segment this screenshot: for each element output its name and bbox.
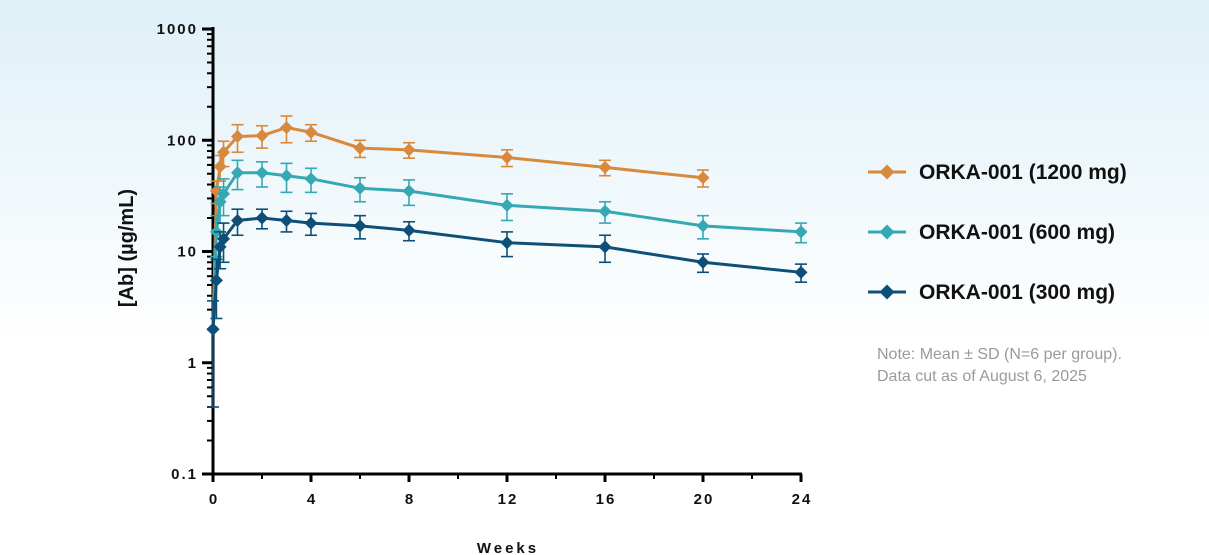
chart-note: Note: Mean ± SD (N=6 per group). Data cu… [877, 344, 1122, 388]
x-tick-label: 0 [209, 491, 219, 508]
x-tick-label: 16 [596, 491, 617, 508]
legend-item-0: ORKA-001 (1200 mg) [868, 161, 1127, 184]
data-point [402, 184, 416, 198]
legend-marker-icon [879, 164, 895, 180]
data-point [353, 141, 367, 155]
data-point [217, 232, 231, 246]
x-tick-label: 20 [694, 491, 715, 508]
data-point [696, 171, 710, 185]
series-2 [206, 208, 808, 408]
data-point [231, 166, 244, 180]
data-point [598, 240, 612, 254]
data-point [217, 145, 231, 159]
legend-label: ORKA-001 (1200 mg) [919, 161, 1127, 184]
y-tick-label: 1000 [157, 21, 198, 38]
note-line-1: Note: Mean ± SD (N=6 per group). [877, 346, 1122, 363]
legend-item-1: ORKA-001 (600 mg) [868, 221, 1115, 244]
x-tick-label: 24 [792, 491, 813, 508]
data-point [500, 150, 514, 164]
legend-marker-icon [879, 224, 895, 240]
data-point [304, 125, 318, 139]
data-point [304, 172, 318, 186]
data-point [598, 160, 612, 174]
data-point [280, 121, 293, 135]
legend-label: ORKA-001 (600 mg) [919, 221, 1115, 244]
y-axis-title: [Ab] (µg/mL) [116, 189, 138, 307]
data-point [213, 160, 227, 174]
data-point [402, 223, 416, 237]
y-tick-label: 100 [167, 132, 198, 149]
series-layer [206, 115, 808, 408]
data-point [696, 255, 710, 269]
data-point [696, 219, 710, 233]
legend-marker-icon [879, 284, 895, 300]
data-point [304, 216, 318, 230]
data-point [231, 130, 244, 144]
data-point [231, 213, 244, 227]
data-point [206, 322, 220, 336]
legend: ORKA-001 (1200 mg) ORKA-001 (600 mg) ORKA-… [868, 161, 1127, 304]
axes: 0.1 1 10 100 1000 0 4 8 12 16 20 24 Weeks [Ab] (µg/mL… [116, 21, 813, 555]
data-point [500, 236, 514, 250]
legend-item-2: ORKA-001 (300 mg) [868, 281, 1115, 304]
y-tick-label: 10 [177, 244, 198, 261]
data-point [353, 219, 367, 233]
x-tick-label: 12 [498, 491, 519, 508]
data-point [794, 225, 808, 239]
data-point [209, 273, 223, 287]
data-point [255, 211, 269, 225]
data-point [500, 198, 514, 212]
x-tick-label: 4 [307, 491, 317, 508]
data-point [255, 129, 269, 143]
data-point [794, 265, 808, 279]
data-point [598, 204, 612, 218]
data-point [280, 169, 293, 183]
data-point [255, 166, 269, 180]
series-1 [206, 159, 808, 336]
y-tick-label: 1 [188, 355, 198, 372]
x-axis-title: Weeks [477, 540, 539, 555]
note-line-2: Data cut as of August 6, 2025 [877, 368, 1087, 385]
series-0 [206, 115, 710, 336]
data-point [280, 213, 293, 227]
data-point [402, 143, 416, 157]
data-point [217, 187, 231, 201]
y-tick-label: 0.1 [171, 466, 198, 483]
x-tick-label: 8 [405, 491, 415, 508]
data-point [353, 181, 367, 195]
legend-label: ORKA-001 (300 mg) [919, 281, 1115, 304]
